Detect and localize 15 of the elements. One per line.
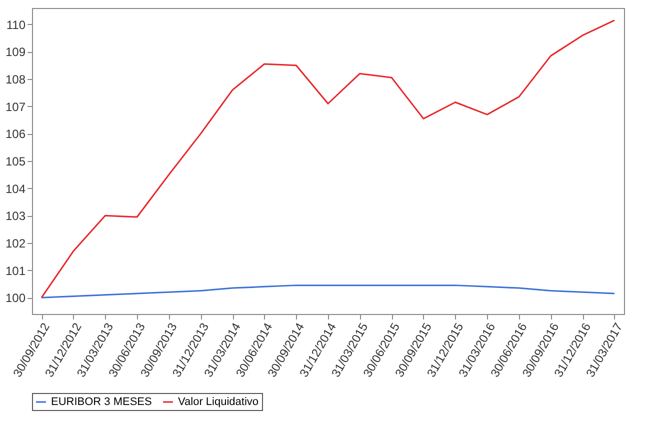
y-tick-label: 106 — [5, 127, 26, 142]
legend-label: EURIBOR 3 MESES — [51, 396, 152, 408]
y-tick-label: 100 — [5, 291, 26, 306]
y-tick-label: 101 — [5, 264, 26, 278]
y-tick-label: 108 — [5, 72, 26, 87]
y-tick-label: 103 — [5, 209, 26, 224]
legend-label: Valor Liquidativo — [178, 396, 259, 408]
y-tick-label: 107 — [5, 100, 26, 114]
line-series — [40, 284, 616, 298]
y-tick-label: 105 — [5, 154, 26, 168]
line-series — [40, 20, 616, 298]
y-tick-label: 102 — [5, 236, 26, 250]
y-tick-label: 109 — [5, 45, 26, 60]
y-tick-label: 104 — [5, 182, 26, 196]
y-tick-label: 110 — [6, 18, 26, 32]
